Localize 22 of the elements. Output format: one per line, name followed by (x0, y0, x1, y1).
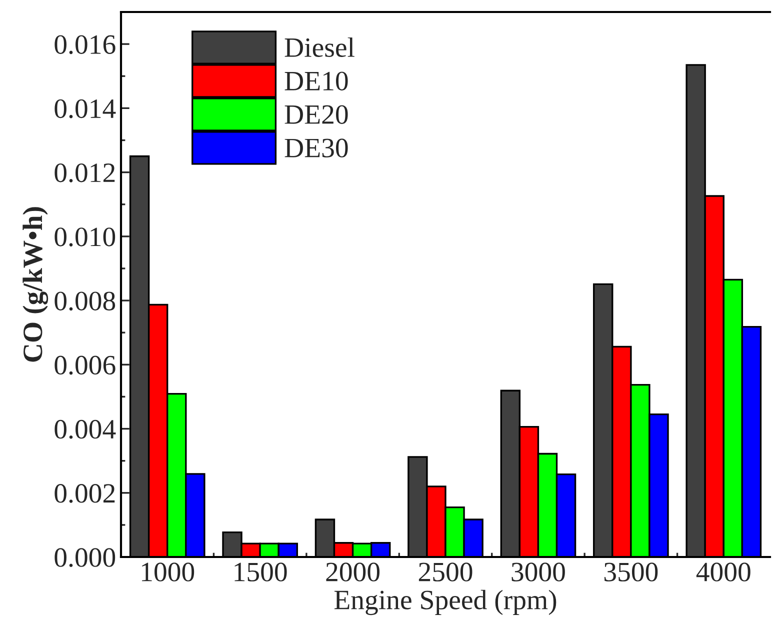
y-tick-label: 0.014 (54, 99, 116, 118)
x-tick-label: 4000 (696, 562, 750, 582)
y-tick-label: 0.012 (54, 163, 115, 182)
x-tick-label: 3500 (604, 562, 658, 582)
legend-label: Diesel (284, 37, 354, 57)
y-tick-label: 0.000 (54, 548, 116, 568)
x-tick-label: 3000 (512, 562, 565, 582)
y-tick-label: 0.010 (54, 228, 116, 246)
y-tick-label: 0.016 (54, 35, 116, 54)
x-tick-label: 1000 (142, 562, 194, 582)
legend-label: DE20 (284, 105, 348, 124)
y-tick-label: 0.002 (54, 484, 115, 503)
legend-label: DE10 (284, 72, 348, 90)
x-tick-label: 1500 (234, 562, 287, 582)
x-axis-title: Engine Speed (rpm) (334, 590, 556, 616)
y-tick-label: 0.008 (54, 292, 116, 311)
y-tick-label: 0.004 (54, 420, 116, 439)
legend-label: DE30 (284, 138, 348, 158)
y-tick-label: 0.006 (54, 356, 116, 375)
y-axis-title: CO (g/kW•h) (22, 207, 48, 362)
x-tick-label: 2500 (418, 562, 472, 582)
x-tick-label: 2000 (326, 562, 380, 582)
